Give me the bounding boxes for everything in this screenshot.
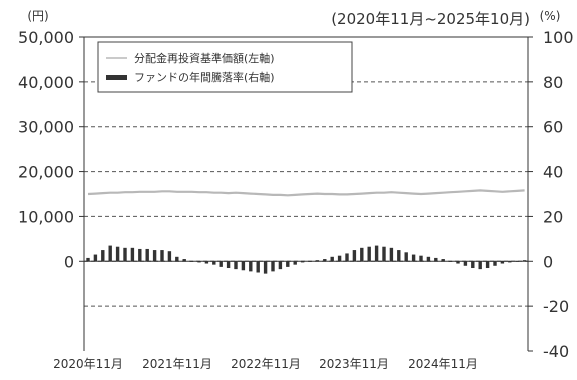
return-bar <box>293 261 297 265</box>
right-tick-label: -40 <box>543 342 569 361</box>
return-bar <box>419 255 423 262</box>
return-bar <box>286 261 290 267</box>
return-bar <box>374 245 379 262</box>
return-bar <box>397 250 401 262</box>
return-bar <box>360 247 364 262</box>
return-bar <box>337 255 342 262</box>
return-bar <box>434 257 438 262</box>
return-bar <box>411 254 416 262</box>
legend-label-return: ファンドの年間騰落率(右軸) <box>134 70 275 84</box>
return-bar <box>485 261 490 269</box>
return-bars <box>86 245 527 274</box>
return-bar <box>278 261 283 270</box>
return-bar <box>315 260 320 262</box>
return-bar <box>93 254 98 262</box>
return-bar <box>441 259 445 262</box>
return-bar <box>300 261 305 263</box>
return-bar <box>226 261 231 269</box>
return-bar <box>463 261 468 266</box>
return-bar <box>197 261 201 263</box>
return-bar <box>367 246 371 262</box>
return-bar <box>478 261 482 270</box>
return-bar <box>500 261 505 264</box>
right-tick-label: 0 <box>543 252 553 271</box>
return-bar <box>404 252 408 262</box>
return-bar <box>182 259 186 262</box>
return-bar <box>130 247 135 262</box>
return-bar <box>101 250 105 262</box>
return-bar <box>352 250 357 262</box>
return-bar <box>108 245 112 262</box>
return-bar <box>219 261 223 267</box>
left-tick-label: 30,000 <box>18 118 74 137</box>
return-bar <box>204 261 209 264</box>
left-axis-unit: (円) <box>27 9 48 23</box>
return-bar <box>234 261 238 270</box>
left-tick-label: 40,000 <box>18 73 74 92</box>
return-bar <box>508 261 512 263</box>
x-tick-label: 2023年11月 <box>319 357 389 371</box>
right-tick-label: 60 <box>543 118 563 137</box>
return-bar <box>522 260 527 262</box>
return-bar <box>382 246 386 262</box>
return-bar <box>115 246 120 262</box>
right-axis-unit: (%) <box>540 9 561 23</box>
return-bar <box>330 256 334 262</box>
return-bar <box>471 261 475 269</box>
return-bar <box>175 256 179 262</box>
legend: 分配金再投資基準価額(左軸) ファンドの年間騰落率(右軸) <box>97 41 353 93</box>
x-tick-label: 2022年11月 <box>231 357 301 371</box>
return-bar <box>256 261 260 273</box>
return-bar <box>263 261 268 274</box>
x-tick-label: 2020年11月 <box>53 357 123 371</box>
left-tick-label: 10,000 <box>18 207 74 226</box>
right-tick-label: 20 <box>543 207 563 226</box>
nav-line-layer <box>87 189 525 197</box>
left-tick-label: 0 <box>64 252 74 271</box>
return-bar <box>426 256 431 262</box>
chart-period: (2020年11月~2025年10月) <box>331 10 530 28</box>
return-bar <box>389 247 394 262</box>
legend-label-nav: 分配金再投資基準価額(左軸) <box>134 51 275 65</box>
return-bar <box>167 251 172 262</box>
return-bar <box>145 248 149 262</box>
return-bar <box>152 250 157 262</box>
return-bar <box>249 261 253 272</box>
right-tick-label: 100 <box>543 28 574 47</box>
right-tick-label: 80 <box>543 73 563 92</box>
return-bar <box>456 261 460 264</box>
x-tick-label: 2024年11月 <box>408 357 478 371</box>
return-bar <box>345 253 349 262</box>
left-tick-label: 50,000 <box>18 28 74 47</box>
plot-frame <box>79 36 533 352</box>
right-tick-label: -20 <box>543 297 569 316</box>
return-bar <box>86 257 90 262</box>
left-tick-label: 20,000 <box>18 163 74 182</box>
return-bar <box>271 261 275 272</box>
return-bar <box>493 261 497 266</box>
return-bar <box>160 250 164 262</box>
return-bar <box>212 261 216 265</box>
return-bar <box>323 259 327 262</box>
axis-labels: (円) (%) (2020年11月~2025年10月) 100 80 60 40 20 0… <box>18 9 574 371</box>
right-tick-label: 40 <box>543 163 563 182</box>
nav-line <box>87 189 525 197</box>
x-tick-label: 2021年11月 <box>142 357 212 371</box>
return-bar <box>241 261 246 271</box>
return-bar <box>123 247 127 262</box>
return-bar <box>138 248 142 262</box>
legend-box <box>97 41 353 93</box>
legend-bar-swatch <box>106 75 127 80</box>
